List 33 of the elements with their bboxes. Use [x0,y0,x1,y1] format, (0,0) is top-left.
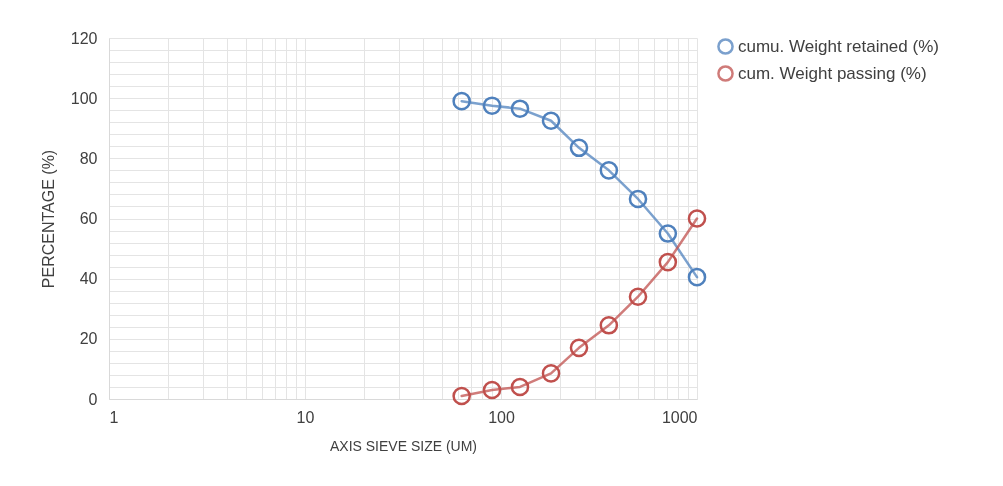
point [541,111,561,131]
x-tick-label: 1 [109,408,119,426]
point [510,99,530,118]
y-tick-label: 100 [70,89,98,107]
point [628,189,648,209]
x-tick-label: 10 [296,408,315,426]
legend-label: cumu. Weight retained (%) [738,36,939,56]
point [452,386,471,406]
legend-label: cum. Weight passing (%) [738,63,927,83]
y-tick-label: 80 [79,149,98,167]
y-tick-label: 60 [79,210,98,227]
point [569,138,589,158]
point [452,91,471,111]
point [599,316,619,335]
y-tick-label: 0 [88,390,98,408]
point [541,364,561,383]
y-tick-label: 20 [79,330,98,348]
point [687,209,707,228]
point [482,96,502,115]
point [482,380,502,400]
y-tick-label: 120 [70,29,98,47]
y-axis-title: PERCENTAGE (%) [39,149,57,289]
point [687,267,707,287]
point [658,252,678,272]
x-tick-label: 1000 [661,408,698,426]
y-tick-label: 40 [79,270,98,288]
point [569,338,589,358]
x-tick-label: 100 [488,408,515,426]
point [510,377,530,397]
x-axis-title: AXIS SIEVE SIZE (UM) [329,437,478,454]
point [658,224,678,243]
point [599,161,619,180]
point [628,287,648,307]
